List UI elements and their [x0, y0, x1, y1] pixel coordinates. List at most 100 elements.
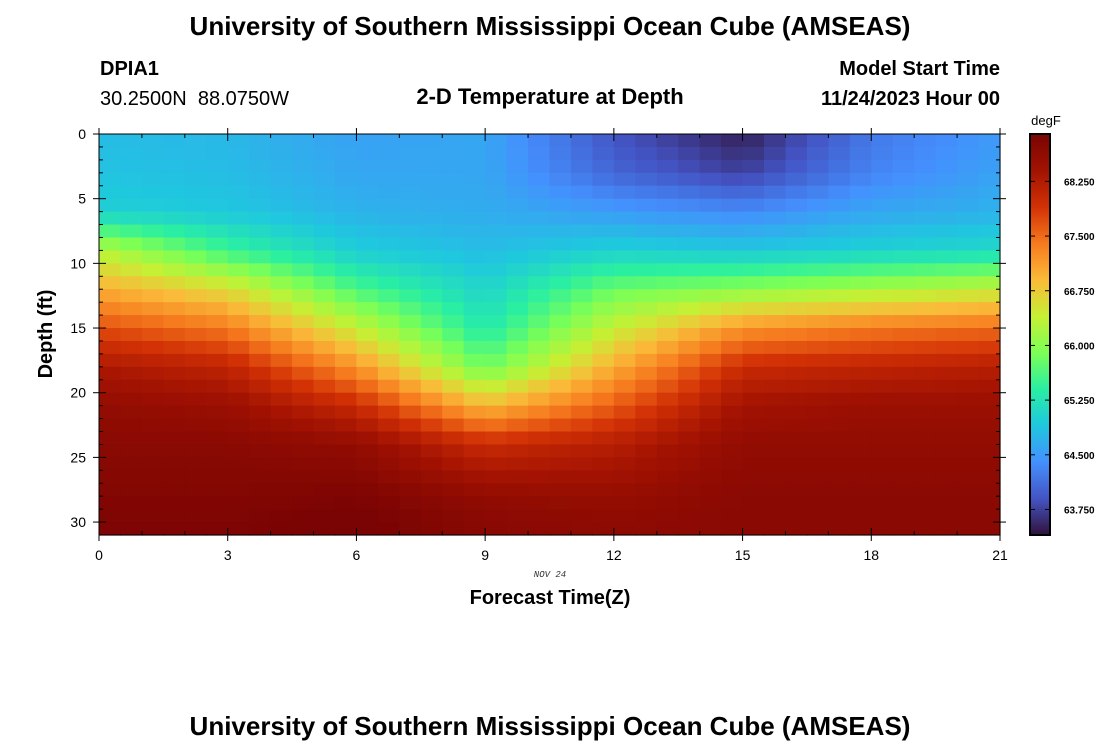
heatmap-cell: [871, 431, 894, 446]
heatmap-cell: [914, 237, 937, 252]
heatmap-cell: [635, 522, 658, 536]
heatmap-cell: [656, 392, 679, 407]
heatmap-cell: [935, 237, 958, 252]
colorbar-tick-label: 68.250: [1064, 177, 1095, 188]
heatmap-cell: [978, 263, 1001, 277]
heatmap-cell: [442, 431, 465, 446]
heatmap-cell: [849, 418, 872, 433]
heatmap-cell: [764, 366, 787, 381]
heatmap-cell: [184, 237, 207, 252]
heatmap-cell: [871, 172, 894, 187]
heatmap-cell: [227, 431, 250, 446]
colorbar-tick-label: 67.500: [1064, 232, 1095, 243]
heatmap-cell: [420, 522, 443, 536]
heatmap-cell: [978, 353, 1001, 368]
heatmap-cell: [356, 366, 379, 381]
heatmap-cell: [721, 146, 744, 161]
heatmap-cell: [184, 392, 207, 407]
heatmap-cell: [828, 134, 851, 148]
heatmap-cell: [141, 328, 164, 342]
heatmap-cell: [141, 211, 164, 226]
heatmap-cell: [163, 496, 186, 510]
heatmap-cell: [656, 379, 679, 394]
heatmap-cell: [785, 457, 808, 471]
heatmap-cell: [463, 340, 486, 355]
heatmap-cell: [399, 315, 422, 329]
heatmap-cell: [206, 457, 229, 471]
heatmap-cell: [935, 366, 958, 381]
heatmap-cell: [99, 185, 122, 200]
heatmap-cell: [764, 328, 787, 342]
heatmap-cell: [849, 522, 872, 536]
heatmap-cell: [485, 340, 508, 355]
heatmap-cell: [785, 353, 808, 368]
heatmap-cell: [485, 211, 508, 226]
heatmap-cell: [678, 263, 701, 277]
heatmap-cell: [399, 211, 422, 226]
heatmap-cell: [806, 289, 829, 303]
heatmap-cell: [914, 172, 937, 187]
heatmap-cell: [163, 418, 186, 433]
heatmap-cell: [334, 340, 358, 355]
heatmap-cell: [206, 159, 229, 174]
y-tick-label: 25: [70, 449, 86, 465]
heatmap-cell: [764, 315, 787, 329]
heatmap-cell: [721, 328, 744, 342]
heatmap-cell: [485, 353, 508, 368]
heatmap-cell: [163, 509, 186, 523]
heatmap-cell: [613, 431, 636, 446]
heatmap-cell: [957, 392, 980, 407]
heatmap-cell: [978, 159, 1001, 174]
heatmap-cell: [828, 263, 851, 277]
heatmap-cell: [442, 328, 465, 342]
heatmap-cell: [613, 185, 636, 200]
heatmap-cell: [785, 146, 808, 161]
chart-heading: 2-D Temperature at Depth: [416, 84, 683, 109]
heatmap-cell: [163, 457, 186, 471]
heatmap-cell: [292, 392, 315, 407]
heatmap-cell: [764, 470, 787, 484]
heatmap-cell: [377, 289, 400, 303]
heatmap-cell: [742, 289, 765, 303]
heatmap-cell: [957, 405, 980, 420]
heatmap-cell: [120, 522, 143, 536]
heatmap-cell: [699, 366, 722, 381]
heatmap-cell: [120, 172, 143, 187]
heatmap-cell: [270, 496, 293, 510]
y-tick-label: 20: [70, 385, 86, 401]
heatmap-cell: [99, 509, 122, 523]
heatmap-cell: [227, 522, 250, 536]
heatmap-cell: [356, 134, 379, 148]
heatmap-cell: [442, 198, 465, 213]
heatmap-cell: [785, 392, 808, 407]
heatmap-cell: [120, 237, 143, 252]
heatmap-cell: [442, 224, 465, 239]
heatmap-cell: [485, 379, 508, 394]
heatmap-cell: [914, 353, 937, 368]
heatmap-cell: [334, 405, 358, 420]
axis-ticks: [93, 128, 1006, 541]
heatmap-cell: [270, 211, 293, 226]
heatmap-cell: [678, 289, 701, 303]
heatmap-cell: [635, 353, 658, 368]
heatmap-cell: [442, 289, 465, 303]
heatmap-cell: [957, 353, 980, 368]
heatmap-cell: [871, 302, 894, 316]
heatmap-cell: [849, 263, 872, 277]
heatmap-cell: [506, 146, 529, 161]
heatmap-cell: [914, 198, 937, 213]
heatmap-cell: [570, 185, 593, 200]
heatmap-cell: [635, 198, 658, 213]
heatmap-cell: [699, 431, 722, 446]
heatmap-cell: [506, 405, 529, 420]
heatmap-cell: [699, 185, 722, 200]
heatmap-cell: [785, 172, 808, 187]
heatmap-cell: [485, 159, 508, 174]
heatmap-cell: [528, 328, 551, 342]
heatmap-cell: [356, 509, 379, 523]
heatmap-cell: [163, 379, 186, 394]
heatmap-cell: [592, 405, 615, 420]
heatmap-cell: [120, 211, 143, 226]
heatmap-cell: [914, 276, 937, 290]
heatmap-cell: [871, 379, 894, 394]
